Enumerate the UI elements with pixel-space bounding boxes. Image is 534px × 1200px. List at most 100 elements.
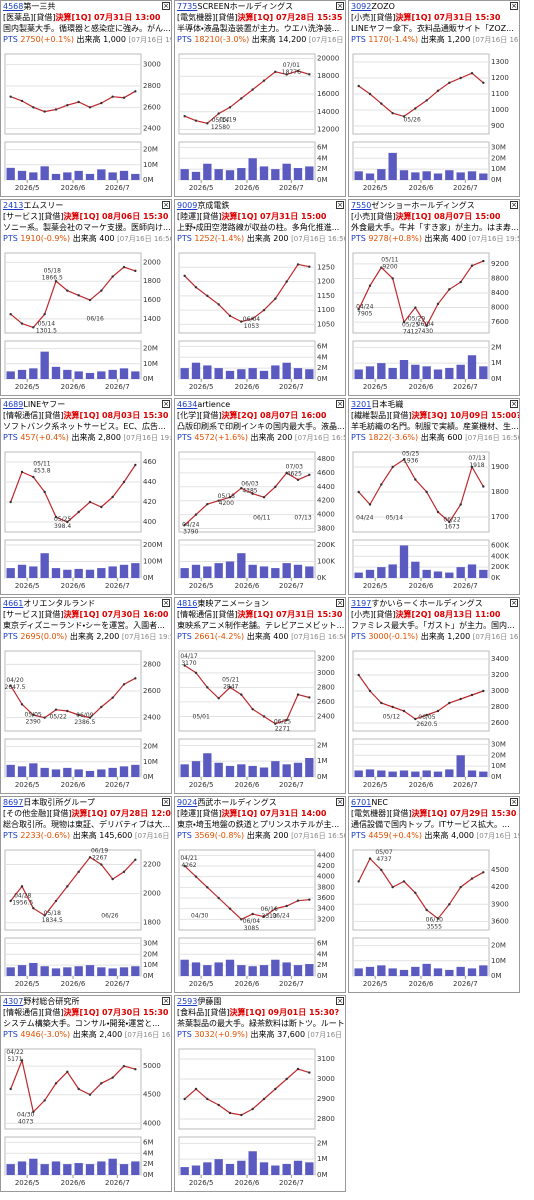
price-frame <box>178 1048 316 1130</box>
stock-code[interactable]: 4661 <box>3 599 24 608</box>
price-point <box>274 907 277 910</box>
volume-bar <box>180 1167 189 1175</box>
price-frame <box>178 849 316 931</box>
stock-code[interactable]: 4816 <box>177 599 198 608</box>
close-box[interactable]: × <box>162 201 170 209</box>
pts-label: PTS <box>351 632 366 641</box>
stock-code[interactable]: 3197 <box>351 599 372 608</box>
price-point <box>206 686 209 689</box>
price-point <box>77 1087 80 1091</box>
kessan: 決算 <box>411 411 428 420</box>
volume-bar <box>29 172 38 180</box>
volume-bar <box>456 172 465 180</box>
stock-code[interactable]: 9024 <box>177 798 198 807</box>
price-line <box>184 865 310 921</box>
desc-row: 半導体・液晶製造装置が主力。ウエハ洗浄装... <box>175 23 345 34</box>
y-tick-label: 3200 <box>491 671 509 679</box>
price-point <box>183 115 186 118</box>
close-box[interactable]: × <box>510 798 518 806</box>
volume-value: 1,200 <box>447 632 471 641</box>
stock-code[interactable]: 9009 <box>177 201 198 210</box>
volume-tick-label: 10M <box>491 762 506 770</box>
stock-code[interactable]: 7735 <box>177 2 198 11</box>
price-point <box>134 677 137 680</box>
stock-code[interactable]: 7550 <box>351 201 372 210</box>
close-box[interactable]: × <box>336 599 344 607</box>
volume-bar <box>237 553 246 578</box>
close-box[interactable]: × <box>162 997 170 1005</box>
stock-panel: 4568第一三共 × [医薬品][貸借]決算[1Q] 07月31日 13:00 国内製… <box>0 0 172 197</box>
price-point <box>262 496 266 499</box>
price-point <box>9 95 12 98</box>
annotation-date: 05/14 <box>386 515 403 522</box>
annotation-date: 05/22 <box>50 714 67 721</box>
stock-code[interactable]: 4634 <box>177 400 198 409</box>
x-tick-label: 2026/5 <box>189 980 214 988</box>
kessan: 決算 <box>395 212 412 221</box>
price-point <box>262 1097 266 1101</box>
y-tick-label: 4800 <box>317 455 335 463</box>
stock-code[interactable]: 4689 <box>3 400 24 409</box>
close-box[interactable]: × <box>510 201 518 209</box>
close-box[interactable]: × <box>336 400 344 408</box>
volume-tick-label: 20M <box>143 950 158 958</box>
description: 外食最大手。牛丼「すき家」が主力。はま寿... <box>351 223 519 232</box>
y-tick-label: 4500 <box>491 866 509 874</box>
price-point <box>285 1077 288 1081</box>
y-tick-label: 18000 <box>317 72 339 80</box>
schedule: [1Q] 07月31日 13:00 <box>71 13 161 22</box>
stock-panel: 7550ゼンショーホールディングス × [小売][貸借]決算[1Q] 08月07日 … <box>348 199 520 396</box>
volume-bar <box>456 364 465 379</box>
close-box[interactable]: × <box>162 798 170 806</box>
volume-bar <box>479 569 488 578</box>
price-point <box>380 483 383 486</box>
price-point <box>111 1076 114 1079</box>
close-box[interactable]: × <box>162 400 170 408</box>
close-box[interactable]: × <box>162 599 170 607</box>
annotation-date: 05/11 <box>381 256 398 263</box>
price-point <box>482 689 485 693</box>
stock-code[interactable]: 4307 <box>3 997 24 1006</box>
price-point <box>66 1070 69 1074</box>
volume-bar <box>85 372 95 379</box>
stock-code[interactable]: 4568 <box>3 2 24 11</box>
close-box[interactable]: × <box>336 997 344 1005</box>
close-box[interactable]: × <box>336 798 344 806</box>
close-box[interactable]: × <box>336 201 344 209</box>
volume-bar <box>248 368 257 379</box>
annotation-date: 06/22 <box>443 516 460 523</box>
price-frame <box>4 849 142 931</box>
annotation-date: 07/01 <box>283 62 300 69</box>
stock-code[interactable]: 3201 <box>351 400 372 409</box>
stock-code[interactable]: 2593 <box>177 997 198 1006</box>
stock-code[interactable]: 3092 <box>351 2 372 11</box>
price-point <box>357 490 360 494</box>
pts-row: PTS 9278(+0.8%) 出来高 400 [07月16日 19:58] <box>349 233 519 244</box>
close-box[interactable]: × <box>510 2 518 10</box>
price-line <box>10 856 136 917</box>
y-tick-label: 2200 <box>143 861 161 869</box>
close-box[interactable]: × <box>510 599 518 607</box>
schedule: [2Q] 08月07日 16:00 <box>237 411 327 420</box>
volume-tick-label: 1M <box>317 1155 328 1163</box>
close-box[interactable]: × <box>510 400 518 408</box>
stock-name: 西武ホールディングス <box>197 798 277 807</box>
y-tick-label: 8000 <box>491 304 509 312</box>
price-point <box>77 100 80 104</box>
volume-value: 1,000 <box>103 35 126 44</box>
stock-name: SCREENホールディングス <box>197 2 294 11</box>
close-box[interactable]: × <box>162 2 170 10</box>
annotation-price: 3085 <box>244 925 259 932</box>
stock-code[interactable]: 8697 <box>3 798 24 807</box>
volume-value: 14,200 <box>278 35 307 44</box>
stock-code[interactable]: 6701 <box>351 798 372 807</box>
y-tick-label: 2800 <box>317 1115 335 1123</box>
stock-code[interactable]: 2413 <box>3 201 24 210</box>
x-tick-label: 2026/5 <box>189 383 214 391</box>
volume-bar <box>40 166 49 180</box>
price-point <box>391 465 394 469</box>
volume-bar <box>248 765 257 777</box>
close-box[interactable]: × <box>336 2 344 10</box>
stock-panel: 3201日本毛織 × [繊維製品][貸借]決算[3Q] 10月09日 15:00? 羊… <box>348 398 520 595</box>
annotation-date: 05/18 <box>44 910 61 917</box>
